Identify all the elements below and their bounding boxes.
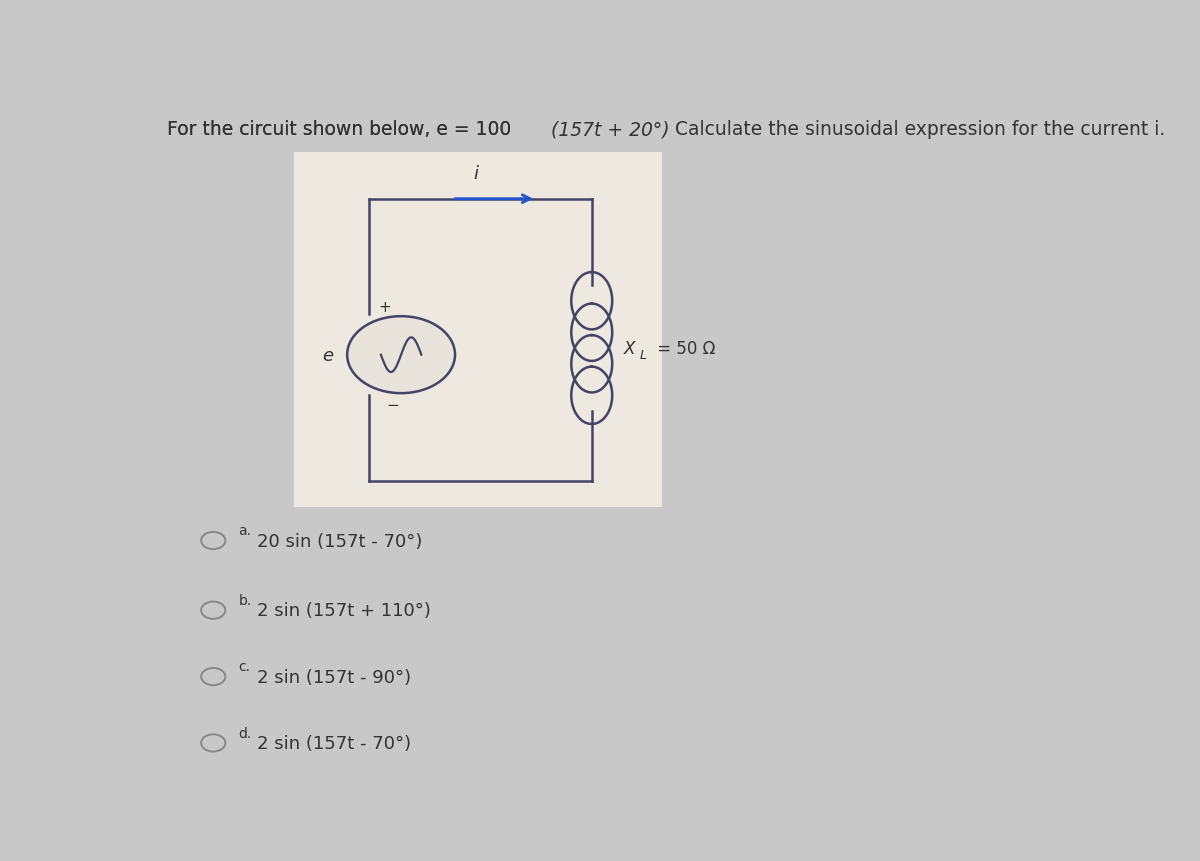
Text: (157t + 20°): (157t + 20°): [551, 120, 670, 139]
Text: 20 sin (157t - 70°): 20 sin (157t - 70°): [257, 532, 422, 550]
Circle shape: [347, 317, 455, 393]
Text: b.: b.: [239, 593, 252, 607]
Text: a.: a.: [239, 523, 251, 537]
Bar: [294, 153, 661, 508]
Text: For the circuit shown below, e = 100: For the circuit shown below, e = 100: [167, 120, 517, 139]
Text: For the circuit shown below, e = 100: For the circuit shown below, e = 100: [167, 120, 517, 139]
Text: 2 sin (157t - 90°): 2 sin (157t - 90°): [257, 668, 412, 685]
Text: 2 sin (157t + 110°): 2 sin (157t + 110°): [257, 602, 431, 619]
Text: X: X: [623, 339, 635, 357]
Text: = 50 Ω: = 50 Ω: [653, 339, 715, 357]
Text: c.: c.: [239, 660, 251, 673]
Text: −: −: [386, 398, 400, 412]
Text: e: e: [322, 346, 334, 364]
Text: d.: d.: [239, 726, 252, 740]
Text: i: i: [473, 165, 478, 183]
Text: 2 sin (157t - 70°): 2 sin (157t - 70°): [257, 734, 412, 752]
Text: +: +: [378, 300, 391, 315]
Text: Calculate the sinusoidal expression for the current i.: Calculate the sinusoidal expression for …: [668, 120, 1165, 139]
Text: L: L: [640, 349, 647, 362]
